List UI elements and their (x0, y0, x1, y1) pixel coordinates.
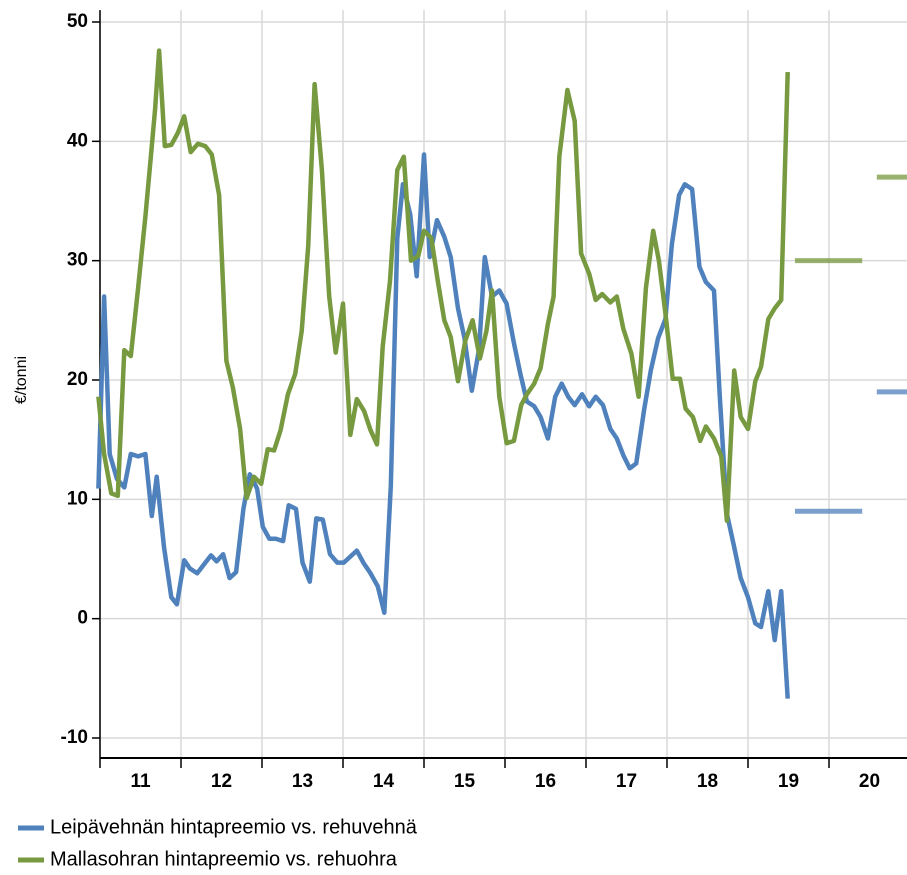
x-tick-label: 14 (373, 771, 395, 792)
y-tick-label: 40 (67, 130, 88, 151)
x-tick-label: 19 (778, 771, 799, 792)
y-tick-label: 30 (67, 250, 88, 271)
series-line (96, 152, 790, 699)
x-tick-label: 18 (697, 771, 718, 792)
y-tick-label: -10 (61, 727, 88, 748)
y-axis-label: €/tonni (13, 356, 30, 404)
x-tick-label: 15 (454, 771, 476, 792)
x-tick-label: 12 (211, 771, 232, 792)
y-tick-label: 20 (67, 369, 88, 390)
x-tick-label: 20 (859, 771, 880, 792)
x-tick-label: 16 (535, 771, 556, 792)
legend-label: Leipävehnän hintapreemio vs. rehuvehnä (50, 816, 418, 838)
x-tick-label: 11 (130, 771, 151, 792)
y-tick-label: 0 (77, 608, 88, 629)
x-tick-label: 13 (292, 771, 313, 792)
series-line (96, 48, 790, 524)
x-tick-label: 17 (616, 771, 637, 792)
legend-label: Mallasohran hintapreemio vs. rehuohra (50, 848, 398, 870)
y-tick-label: 10 (67, 488, 88, 509)
y-tick-label: 50 (67, 11, 88, 32)
